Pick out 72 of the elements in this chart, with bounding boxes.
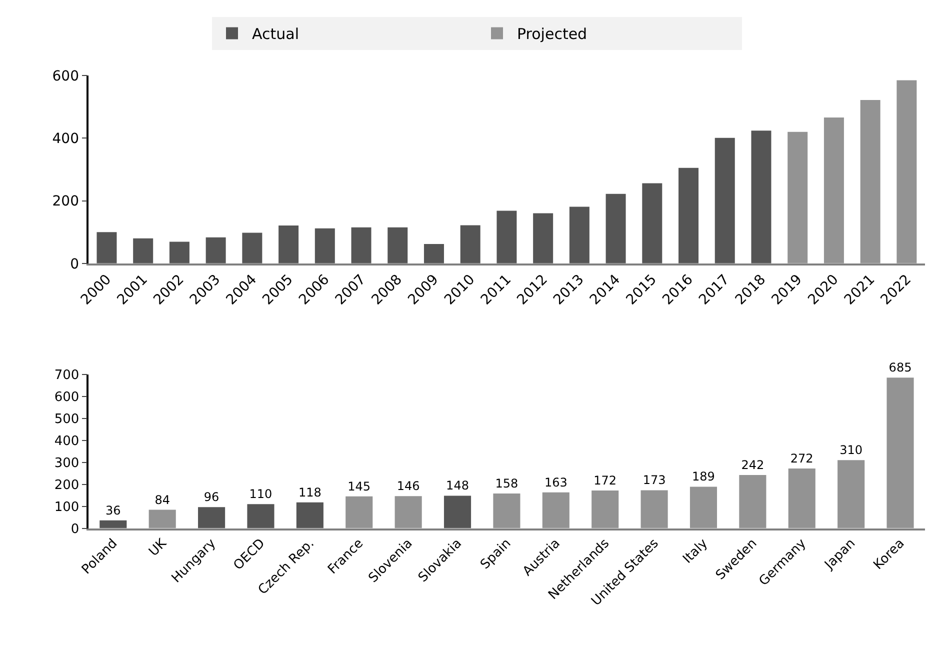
data-label: 272 — [790, 451, 814, 466]
bar — [278, 226, 299, 264]
bar — [394, 496, 422, 528]
bar — [592, 490, 619, 528]
data-label: 146 — [396, 479, 420, 494]
bar — [838, 460, 865, 528]
data-label: 145 — [348, 479, 371, 494]
bar — [206, 237, 226, 264]
bar — [242, 232, 262, 264]
data-label: 242 — [741, 458, 764, 472]
bar — [714, 138, 735, 264]
bar — [533, 213, 554, 264]
bar — [148, 510, 176, 528]
data-label: 163 — [544, 475, 568, 490]
data-label: 173 — [642, 473, 666, 488]
legend-label: Actual — [252, 25, 299, 44]
y-tick-label: 700 — [54, 368, 80, 383]
y-tick-label: 400 — [54, 434, 80, 449]
bar — [860, 100, 880, 264]
bar — [444, 496, 472, 528]
data-label: 110 — [249, 487, 272, 502]
bar — [896, 80, 917, 264]
bar — [678, 168, 699, 264]
bar — [460, 225, 480, 264]
bar — [751, 130, 772, 264]
bar — [169, 242, 190, 264]
bar — [351, 227, 372, 264]
bar — [388, 227, 408, 264]
data-label: 189 — [692, 470, 715, 484]
data-label: 148 — [446, 478, 469, 493]
bar — [96, 232, 117, 264]
data-label: 96 — [204, 490, 220, 504]
bar — [788, 468, 816, 528]
y-tick-label: 200 — [52, 194, 79, 210]
y-tick-label: 500 — [54, 412, 80, 427]
bar — [493, 494, 520, 528]
bar — [424, 244, 444, 264]
bar — [886, 378, 914, 528]
bar — [642, 183, 662, 264]
bar — [100, 520, 127, 528]
bar — [542, 492, 570, 528]
y-tick-label: 0 — [70, 522, 80, 537]
bar — [496, 210, 517, 264]
bar — [198, 507, 226, 528]
data-label: 36 — [106, 503, 121, 518]
bar — [133, 238, 154, 264]
bar — [640, 490, 668, 528]
y-tick-label: 600 — [52, 68, 79, 84]
y-tick-label: 0 — [70, 256, 79, 272]
data-label: 158 — [495, 476, 518, 491]
x-tick-label: UK — [146, 536, 170, 560]
bar — [569, 206, 590, 264]
y-tick-label: 200 — [54, 478, 80, 493]
bar — [690, 486, 718, 528]
y-tick-label: 100 — [54, 500, 80, 515]
data-label: 310 — [840, 443, 863, 458]
data-label: 685 — [888, 360, 912, 375]
bar — [606, 194, 626, 264]
y-tick-label: 300 — [54, 456, 80, 471]
bar — [247, 504, 274, 528]
legend-label: Projected — [517, 25, 588, 44]
y-tick-label: 400 — [52, 131, 79, 148]
bar — [296, 502, 324, 528]
data-label: 172 — [594, 473, 617, 488]
bar — [824, 117, 844, 264]
bar — [788, 132, 808, 264]
data-label: 84 — [154, 492, 170, 507]
bar — [314, 228, 335, 264]
y-tick-label: 600 — [54, 390, 80, 405]
bar — [346, 496, 373, 528]
data-label: 118 — [298, 485, 322, 500]
bar — [739, 475, 766, 528]
